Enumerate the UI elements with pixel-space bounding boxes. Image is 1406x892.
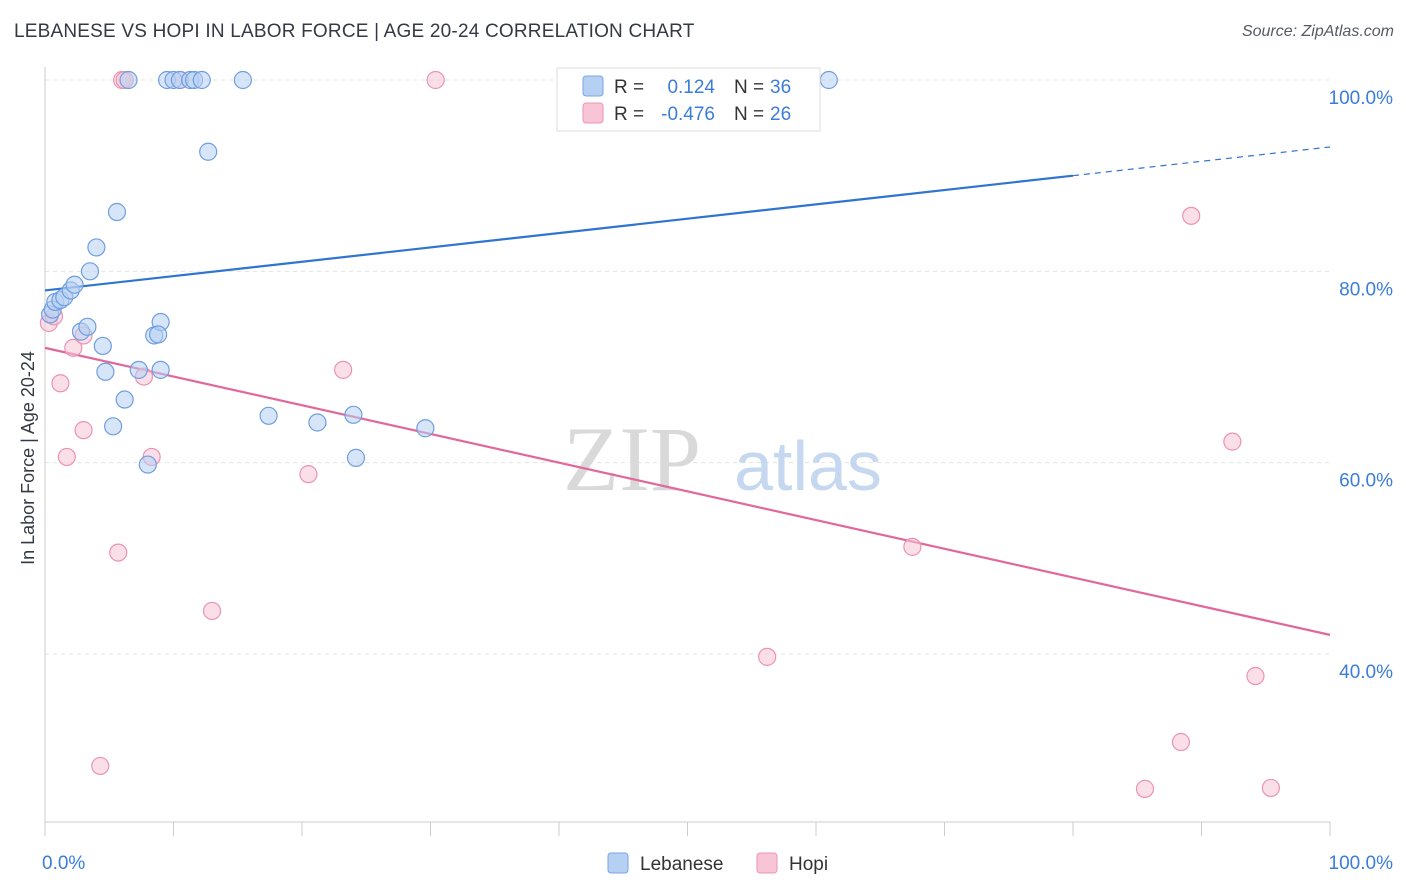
x-tick-label-0: 0.0% bbox=[42, 853, 85, 874]
point-lebanese-32 bbox=[259, 406, 278, 425]
point-lebanese-33 bbox=[308, 413, 327, 432]
legend-r-value-2: -0.476 bbox=[661, 104, 715, 125]
stats-legend: R = 0.124 N = 36 R = -0.476 N = 26 bbox=[556, 67, 821, 132]
point-lebanese-30 bbox=[151, 360, 170, 379]
point-hopi-14 bbox=[202, 601, 222, 621]
point-lebanese-24 bbox=[115, 390, 134, 409]
point-lebanese-23 bbox=[96, 362, 115, 381]
point-hopi-24 bbox=[1135, 779, 1155, 798]
point-lebanese-22 bbox=[93, 336, 112, 356]
legend-n-label-2: N = bbox=[734, 104, 764, 125]
trend-lines bbox=[44, 146, 1331, 636]
y-tick-label-60: 60.0% bbox=[1339, 471, 1393, 492]
point-hopi-10 bbox=[426, 70, 445, 90]
point-lebanese-25 bbox=[129, 360, 148, 379]
point-lebanese-21 bbox=[78, 317, 97, 336]
point-hopi-15 bbox=[299, 465, 318, 484]
point-lebanese-6 bbox=[65, 275, 84, 294]
point-hopi-3 bbox=[51, 374, 70, 393]
y-axis-label: In Labor Force | Age 20-24 bbox=[18, 351, 38, 565]
point-lebanese-17 bbox=[199, 142, 218, 161]
series-legend: Lebanese Hopi bbox=[607, 852, 828, 875]
point-hopi-2 bbox=[64, 338, 83, 357]
data-points bbox=[39, 70, 1280, 798]
trend-line-lebanese bbox=[44, 174, 1074, 292]
point-lebanese-28 bbox=[148, 325, 168, 344]
legend-r-value-1: 0.124 bbox=[667, 77, 715, 98]
point-hopi-21 bbox=[1223, 432, 1242, 451]
trend-line-lebanese-extension bbox=[1072, 146, 1331, 177]
watermark-zip: ZIP bbox=[563, 408, 701, 510]
point-lebanese-9 bbox=[107, 202, 127, 222]
legend-n-value-2: 26 bbox=[770, 104, 791, 125]
point-lebanese-8 bbox=[87, 238, 106, 257]
bottom-legend-swatch-hopi bbox=[756, 852, 778, 874]
legend-swatch-lebanese bbox=[582, 75, 604, 97]
y-tick-label-80: 80.0% bbox=[1339, 279, 1393, 300]
y-tick-label-40: 40.0% bbox=[1339, 662, 1393, 683]
point-hopi-5 bbox=[74, 421, 93, 440]
legend-r-label-2: R = bbox=[614, 104, 644, 125]
point-lebanese-31 bbox=[104, 417, 123, 436]
legend-r-label-1: R = bbox=[614, 77, 644, 98]
source-label: Source: ZipAtlas.com bbox=[1241, 23, 1394, 40]
point-hopi-4 bbox=[57, 447, 76, 467]
point-lebanese-36 bbox=[416, 419, 435, 438]
point-lebanese-10 bbox=[119, 70, 138, 90]
point-hopi-19 bbox=[758, 647, 777, 666]
point-lebanese-16 bbox=[192, 70, 211, 90]
axes bbox=[44, 67, 1331, 836]
point-hopi-16 bbox=[334, 360, 353, 379]
point-lebanese-29 bbox=[138, 455, 157, 474]
point-hopi-17 bbox=[91, 756, 110, 776]
point-hopi-23 bbox=[1171, 732, 1191, 752]
point-hopi-25 bbox=[1261, 778, 1280, 798]
point-hopi-13 bbox=[109, 543, 128, 562]
tick-labels: 40.0% 60.0% 80.0% 100.0% 0.0% 100.0% bbox=[42, 88, 1393, 874]
point-hopi-20 bbox=[1182, 206, 1201, 225]
point-lebanese-7 bbox=[80, 262, 100, 281]
point-lebanese-35 bbox=[346, 448, 366, 467]
point-lebanese-34 bbox=[344, 405, 363, 424]
watermark: ZIP atlas bbox=[563, 408, 882, 510]
bottom-legend-lebanese: Lebanese bbox=[640, 854, 723, 875]
legend-swatch-hopi bbox=[582, 102, 604, 124]
legend-n-value-1: 36 bbox=[770, 77, 791, 98]
point-hopi-18 bbox=[903, 537, 922, 556]
chart-title: LEBANESE VS HOPI IN LABOR FORCE | AGE 20… bbox=[14, 21, 695, 42]
legend-n-label-1: N = bbox=[734, 77, 764, 98]
y-tick-label-100: 100.0% bbox=[1329, 88, 1394, 109]
trend-line-hopi bbox=[44, 346, 1331, 636]
watermark-atlas: atlas bbox=[734, 427, 882, 505]
bottom-legend-hopi: Hopi bbox=[789, 854, 828, 875]
x-tick-label-100: 100.0% bbox=[1329, 853, 1394, 874]
point-hopi-22 bbox=[1246, 666, 1265, 686]
gridlines bbox=[45, 79, 1330, 655]
point-lebanese-19 bbox=[819, 70, 838, 90]
bottom-legend-swatch-lebanese bbox=[607, 852, 629, 874]
point-lebanese-18 bbox=[233, 70, 252, 90]
